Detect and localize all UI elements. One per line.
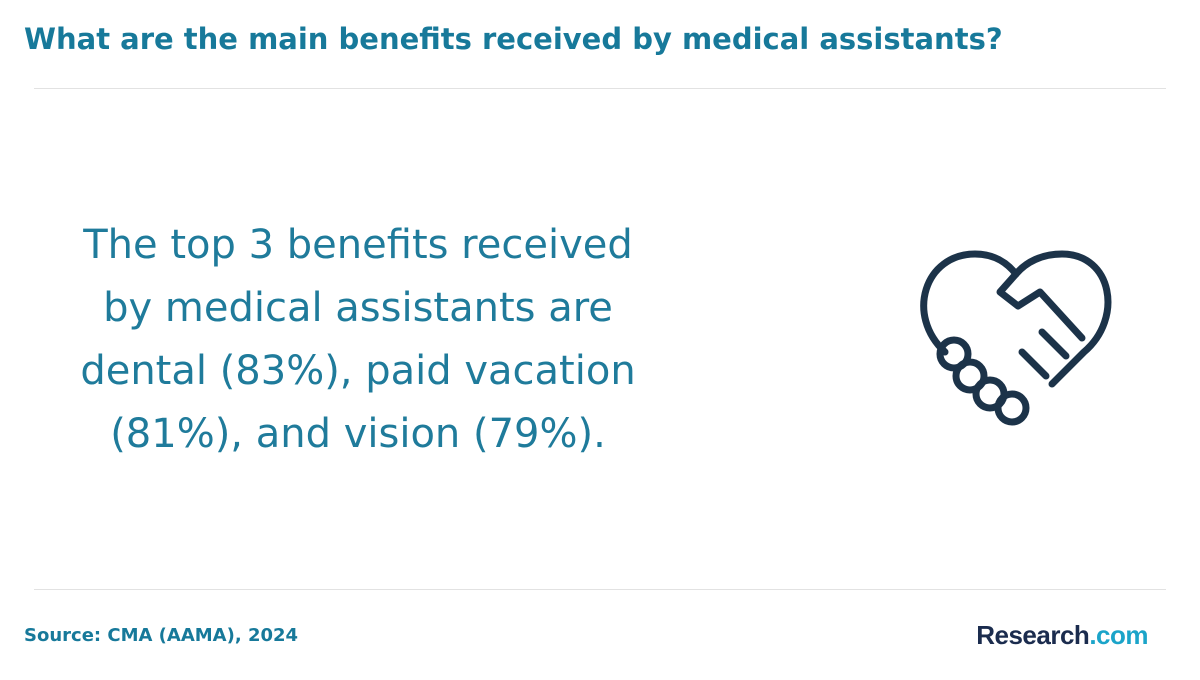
logo-name: Research xyxy=(976,620,1090,650)
divider xyxy=(34,589,1166,590)
statement: The top 3 benefits received by medical a… xyxy=(40,214,676,466)
divider xyxy=(34,88,1166,89)
statement-line: The top 3 benefits received xyxy=(83,222,633,268)
logo-suffix: .com xyxy=(1089,620,1148,650)
title: What are the main benefits received by m… xyxy=(24,22,1003,56)
statement-line: dental (83%), paid vacation xyxy=(80,348,636,394)
source: Source: CMA (AAMA), 2024 xyxy=(24,625,299,646)
handshake-heart-icon xyxy=(920,250,1112,426)
statement-line: by medical assistants are xyxy=(103,285,613,331)
statement-line: (81%), and vision (79%). xyxy=(110,411,606,457)
logo: Research.com xyxy=(976,620,1148,651)
